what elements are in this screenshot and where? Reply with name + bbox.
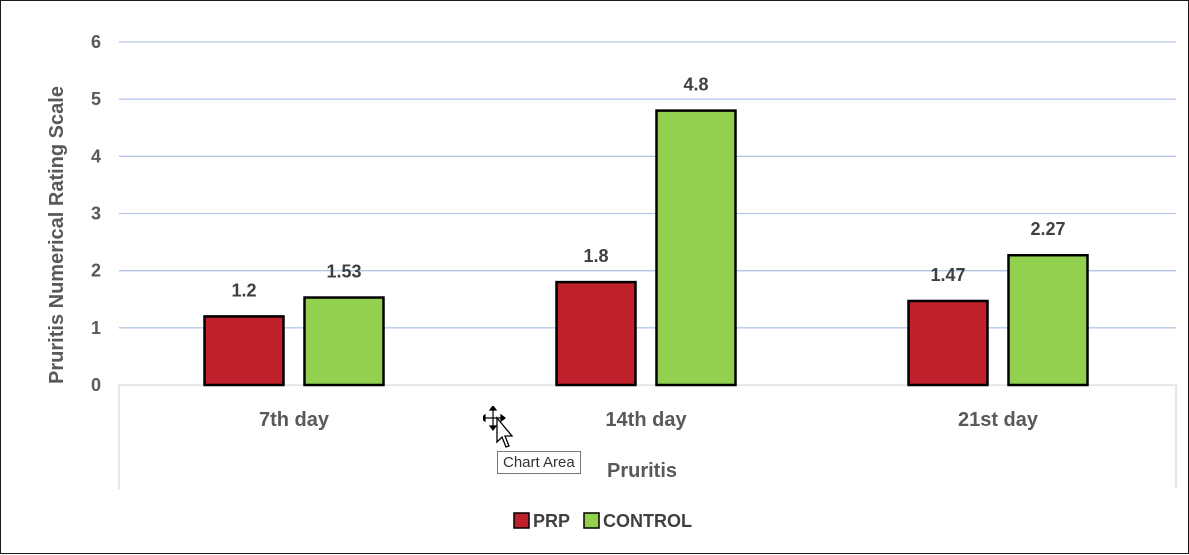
y-axis-title[interactable]: Pruritis Numerical Rating Scale — [46, 86, 68, 384]
y-tick-label: 4 — [91, 146, 101, 166]
data-label: 1.53 — [326, 262, 361, 282]
legend-label: CONTROL — [603, 511, 692, 531]
bar-control[interactable] — [1007, 253, 1089, 387]
x-tick-label: 7th day — [259, 409, 330, 431]
legend-label: PRP — [533, 511, 570, 531]
y-tick-label: 1 — [91, 318, 101, 338]
data-labels: 1.2 1.8 1.47 1.53 4.8 2.27 — [231, 75, 1065, 301]
y-tick-label: 3 — [91, 204, 101, 224]
data-label: 1.8 — [583, 246, 608, 266]
x-tick-label: 21st day — [958, 409, 1039, 431]
chart-area-tooltip: Chart Area — [497, 451, 581, 474]
data-label: 1.47 — [930, 265, 965, 285]
bar-prp[interactable] — [203, 315, 285, 387]
bar-prp[interactable] — [907, 299, 989, 387]
legend-entry[interactable]: PRP — [513, 511, 570, 531]
legend-swatch-prp — [513, 512, 530, 529]
bar-control[interactable] — [655, 109, 737, 387]
legend-swatch-control — [583, 512, 600, 529]
bars[interactable] — [203, 109, 1089, 387]
y-tick-label: 6 — [91, 32, 101, 52]
gridlines — [119, 41, 1176, 329]
data-label: 4.8 — [683, 75, 708, 95]
y-tick-label: 2 — [91, 261, 101, 281]
y-tick-label: 5 — [91, 89, 101, 109]
axes: 0 1 2 3 4 5 6 7th day 14th day 21st day — [91, 32, 1177, 489]
data-label: 1.2 — [231, 280, 256, 300]
bar-control[interactable] — [303, 296, 385, 387]
y-tick-label: 0 — [91, 375, 101, 395]
legend[interactable]: PRP CONTROL — [513, 511, 692, 531]
move-cursor-icon — [483, 406, 514, 448]
data-label: 2.27 — [1030, 219, 1065, 239]
legend-entry[interactable]: CONTROL — [583, 511, 692, 531]
x-tick-label: 14th day — [605, 409, 687, 431]
bar-prp[interactable] — [555, 280, 637, 387]
x-axis-title[interactable]: Pruritis — [607, 460, 677, 482]
